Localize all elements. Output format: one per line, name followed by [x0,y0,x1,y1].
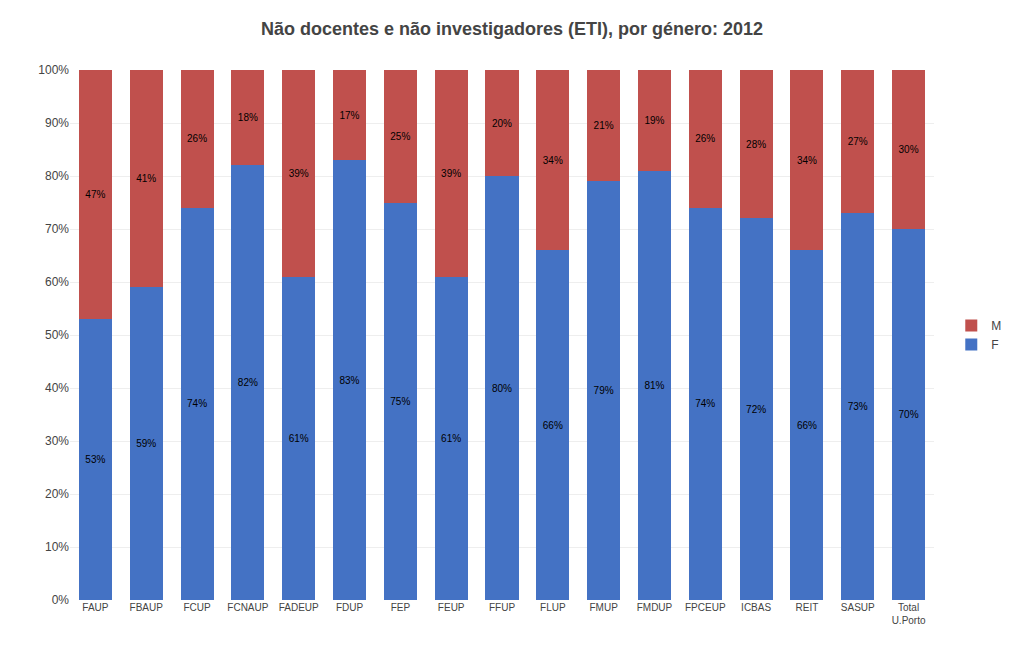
svg-text:60%: 60% [45,275,69,289]
svg-text:59%: 59% [136,438,156,449]
svg-text:75%: 75% [390,396,410,407]
svg-text:39%: 39% [441,168,461,179]
svg-text:30%: 30% [45,434,69,448]
svg-text:FEP: FEP [391,602,411,613]
svg-text:90%: 90% [45,116,69,130]
svg-text:ICBAS: ICBAS [741,602,771,613]
svg-text:17%: 17% [339,110,359,121]
svg-text:FCUP: FCUP [183,602,211,613]
svg-text:82%: 82% [238,377,258,388]
svg-text:41%: 41% [136,173,156,184]
svg-text:34%: 34% [543,155,563,166]
svg-text:53%: 53% [85,454,105,465]
svg-text:M: M [991,319,1001,333]
svg-text:73%: 73% [848,401,868,412]
svg-text:10%: 10% [45,540,69,554]
svg-text:79%: 79% [594,385,614,396]
svg-text:70%: 70% [45,222,69,236]
svg-text:80%: 80% [45,169,69,183]
svg-text:FDUP: FDUP [336,602,364,613]
svg-text:FMUP: FMUP [589,602,618,613]
svg-text:100%: 100% [38,63,69,77]
svg-text:FPCEUP: FPCEUP [685,602,726,613]
svg-text:66%: 66% [797,420,817,431]
svg-text:FMDUP: FMDUP [637,602,673,613]
svg-text:74%: 74% [187,398,207,409]
svg-text:34%: 34% [797,155,817,166]
svg-text:REIT: REIT [796,602,819,613]
svg-text:18%: 18% [238,112,258,123]
svg-text:80%: 80% [492,383,512,394]
svg-text:26%: 26% [695,133,715,144]
svg-text:81%: 81% [644,380,664,391]
svg-text:30%: 30% [899,144,919,155]
svg-text:39%: 39% [289,168,309,179]
svg-text:FADEUP: FADEUP [279,602,319,613]
svg-text:19%: 19% [644,115,664,126]
svg-text:25%: 25% [390,131,410,142]
svg-text:FBAUP: FBAUP [130,602,164,613]
svg-text:74%: 74% [695,398,715,409]
svg-text:40%: 40% [45,381,69,395]
svg-text:FLUP: FLUP [540,602,566,613]
svg-text:27%: 27% [848,136,868,147]
svg-text:83%: 83% [339,375,359,386]
svg-text:FEUP: FEUP [438,602,465,613]
svg-text:61%: 61% [289,433,309,444]
svg-text:F: F [991,338,998,352]
svg-text:70%: 70% [899,409,919,420]
svg-text:28%: 28% [746,139,766,150]
svg-text:20%: 20% [492,118,512,129]
svg-text:26%: 26% [187,133,207,144]
svg-text:Não docentes e não investigado: Não docentes e não investigadores (ETI),… [261,19,763,39]
svg-text:66%: 66% [543,420,563,431]
svg-text:FFUP: FFUP [489,602,515,613]
svg-text:47%: 47% [85,189,105,200]
svg-text:20%: 20% [45,487,69,501]
svg-text:72%: 72% [746,404,766,415]
svg-text:TotalU.Porto: TotalU.Porto [892,602,926,626]
svg-text:SASUP: SASUP [841,602,875,613]
svg-text:50%: 50% [45,328,69,342]
svg-text:21%: 21% [594,120,614,131]
svg-text:0%: 0% [52,593,70,607]
svg-text:FAUP: FAUP [82,602,108,613]
svg-text:61%: 61% [441,433,461,444]
svg-text:FCNAUP: FCNAUP [227,602,268,613]
